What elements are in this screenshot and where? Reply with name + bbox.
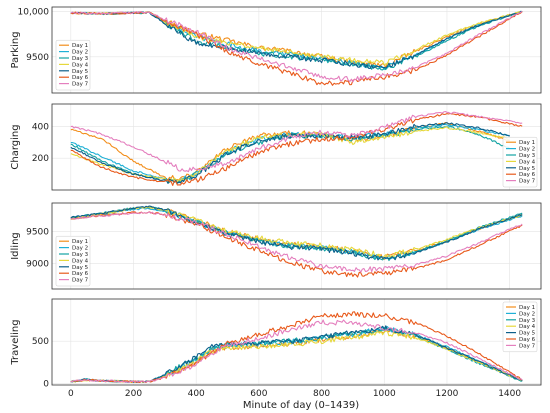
- x-axis-label: Minute of day (0–1439): [243, 400, 359, 411]
- plot-frame: [51, 103, 542, 191]
- y-axis-label: Charging: [10, 124, 21, 169]
- x-tick-label: 200: [125, 389, 142, 399]
- y-tick-label: 400: [32, 122, 49, 132]
- series-line-7: [70, 319, 523, 383]
- plot-frame: [51, 202, 542, 290]
- y-axis-label: Parking: [10, 31, 21, 68]
- legend-entry: Day 2: [519, 311, 535, 317]
- y-tick-label: 200: [32, 154, 49, 164]
- legend-entry: Day 3: [519, 153, 536, 159]
- legend-entry: Day 6: [519, 172, 536, 178]
- plot-area: [52, 7, 541, 93]
- y-tick-label: 9500: [26, 228, 49, 238]
- legend-entry: Day 5: [72, 265, 89, 271]
- legend-entry: Day 1: [519, 140, 535, 146]
- plot-frame: [51, 298, 542, 386]
- legend-entry: Day 7: [72, 82, 89, 88]
- x-tick-label: 1400: [498, 389, 521, 399]
- y-tick-label: 0: [43, 379, 49, 389]
- plot-area: [52, 299, 541, 385]
- x-tick-label: 1000: [373, 389, 396, 399]
- legend-entry: Day 7: [72, 278, 89, 284]
- legend-entry: Day 7: [519, 343, 536, 349]
- legend-entry: Day 6: [519, 337, 536, 343]
- legend-entry: Day 1: [72, 239, 88, 245]
- x-tick-label: 400: [188, 389, 205, 399]
- legend-entry: Day 7: [519, 179, 536, 185]
- legend-entry: Day 4: [519, 159, 536, 165]
- x-tick-label: 600: [250, 389, 267, 399]
- legend-entry: Day 4: [519, 324, 536, 330]
- y-tick-label: 9000: [26, 260, 49, 270]
- legend-entry: Day 5: [72, 69, 89, 75]
- y-tick-label: 9500: [26, 53, 49, 63]
- legend-entry: Day 3: [72, 56, 89, 62]
- legend-entry: Day 6: [72, 271, 89, 277]
- legend-entry: Day 4: [72, 258, 89, 264]
- series-line-7: [70, 110, 523, 173]
- legend-entry: Day 5: [519, 166, 536, 172]
- y-tick-label: 500: [32, 337, 49, 347]
- x-tick-label: 800: [313, 389, 330, 399]
- legend-entry: Day 1: [519, 305, 535, 311]
- x-tick-label: 1200: [436, 389, 459, 399]
- legend-entry: Day 6: [72, 75, 89, 81]
- series-line-5: [70, 205, 523, 261]
- series-line-7: [70, 211, 523, 273]
- legend-entry: Day 2: [72, 50, 88, 56]
- series-line-4: [70, 206, 523, 259]
- y-axis-label: Traveling: [10, 319, 21, 365]
- legend-entry: Day 3: [519, 318, 536, 324]
- legend-entry: Day 4: [72, 62, 89, 68]
- legend-entry: Day 2: [519, 147, 535, 153]
- series-line-5: [70, 122, 510, 184]
- series-line-5: [70, 325, 523, 383]
- plot-frame: [51, 6, 542, 94]
- plot-area: [52, 104, 541, 190]
- y-axis-label: Idling: [10, 232, 21, 260]
- y-tick-label: 10,000: [18, 8, 50, 18]
- series-line-7: [70, 11, 523, 83]
- series-line-6: [70, 112, 523, 186]
- x-tick-label: 0: [68, 389, 74, 399]
- legend-entry: Day 3: [72, 252, 89, 258]
- legend-entry: Day 2: [72, 246, 88, 252]
- legend-entry: Day 1: [72, 43, 88, 49]
- legend-entry: Day 5: [519, 331, 536, 337]
